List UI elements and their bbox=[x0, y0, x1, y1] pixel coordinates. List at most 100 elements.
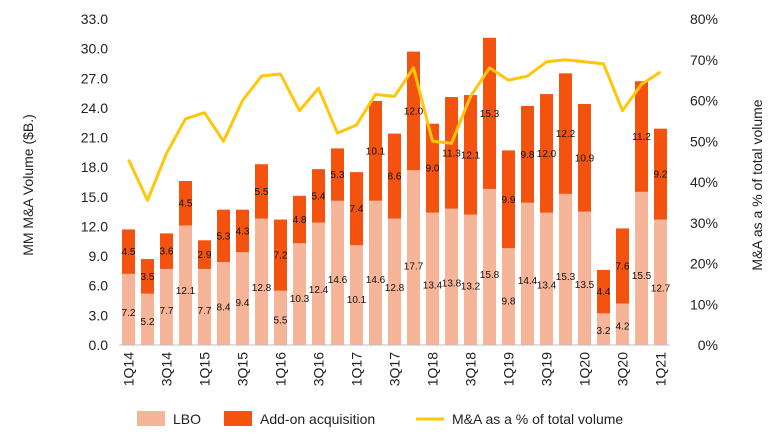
y-tick-label: 15.0 bbox=[81, 189, 108, 205]
data-label-add-on: 12.0 bbox=[537, 149, 557, 160]
bar-add-on bbox=[312, 169, 325, 223]
data-label-add-on: 15.3 bbox=[480, 109, 500, 120]
y2-tick-label: 50% bbox=[690, 133, 718, 149]
data-label-add-on: 9.2 bbox=[654, 170, 668, 181]
x-tick-label: 3Q17 bbox=[387, 352, 403, 386]
bar-lbo bbox=[141, 293, 154, 345]
bar-lbo bbox=[426, 212, 439, 345]
legend-label-ma-line: M&A as a % of total volume bbox=[452, 411, 623, 427]
bar-lbo bbox=[559, 193, 572, 345]
data-label-add-on: 5.5 bbox=[255, 187, 269, 198]
x-tick-label: 3Q19 bbox=[539, 352, 555, 386]
legend-swatch-add-on bbox=[224, 411, 252, 426]
legend: LBO Add-on acquisition M&A as a % of tot… bbox=[137, 411, 623, 427]
bar-add-on bbox=[388, 133, 401, 219]
bar-add-on bbox=[331, 148, 344, 201]
data-labels: 7.2 4.5 5.2 3.5 7.7 3.6 12.1 4.5 7.7 2.9 8.4 5.3 9.4… bbox=[122, 106, 671, 336]
data-label-add-on: 3.6 bbox=[160, 247, 174, 258]
bar-add-on bbox=[654, 128, 667, 220]
bar-lbo bbox=[198, 268, 211, 345]
bar-lbo bbox=[597, 313, 610, 345]
data-label-lbo: 13.2 bbox=[461, 281, 481, 292]
y-tick-label: 24.0 bbox=[81, 100, 108, 116]
data-label-lbo: 12.7 bbox=[651, 284, 671, 295]
x-tick-label: 3Q14 bbox=[159, 352, 175, 386]
data-label-lbo: 5.2 bbox=[141, 317, 155, 328]
y2-tick-label: 30% bbox=[690, 215, 718, 231]
x-tick-label: 1Q20 bbox=[577, 352, 593, 386]
data-label-add-on: 10.9 bbox=[575, 153, 595, 164]
data-label-lbo: 12.4 bbox=[309, 285, 329, 296]
bar-lbo bbox=[122, 273, 135, 345]
data-label-lbo: 9.4 bbox=[236, 298, 250, 309]
x-tick-label: 1Q18 bbox=[425, 352, 441, 386]
y2-tick-label: 10% bbox=[690, 296, 718, 312]
y2-tick-label: 20% bbox=[690, 256, 718, 272]
bar-add-on bbox=[122, 229, 135, 274]
x-tick-label: 3Q16 bbox=[311, 352, 327, 386]
bar-add-on bbox=[483, 37, 496, 189]
y-tick-label: 21.0 bbox=[81, 130, 108, 146]
data-label-lbo: 9.8 bbox=[502, 296, 516, 307]
data-label-lbo: 8.4 bbox=[217, 303, 231, 314]
data-label-lbo: 13.4 bbox=[423, 280, 443, 291]
y2-tick-label: 80% bbox=[690, 11, 718, 27]
bar-add-on bbox=[217, 209, 230, 263]
data-label-lbo: 12.1 bbox=[176, 286, 196, 297]
y-tick-label: 6.0 bbox=[89, 278, 109, 294]
x-tick-label: 1Q17 bbox=[349, 352, 365, 386]
data-label-lbo: 5.5 bbox=[274, 316, 288, 327]
bar-lbo bbox=[179, 225, 192, 345]
bar-add-on bbox=[179, 181, 192, 226]
bar-lbo bbox=[369, 200, 382, 345]
data-label-add-on: 5.3 bbox=[331, 170, 345, 181]
data-label-add-on: 7.2 bbox=[274, 251, 288, 262]
data-label-lbo: 15.5 bbox=[632, 271, 652, 282]
data-label-add-on: 12.1 bbox=[461, 150, 481, 161]
y-tick-label: 30.0 bbox=[81, 41, 108, 57]
bar-add-on bbox=[635, 81, 648, 192]
bar-lbo bbox=[445, 208, 458, 345]
x-tick-label: 3Q20 bbox=[615, 352, 631, 386]
x-tick-label: 1Q21 bbox=[653, 352, 669, 386]
data-label-add-on: 9.8 bbox=[521, 150, 535, 161]
data-label-lbo: 13.4 bbox=[537, 280, 557, 291]
bar-add-on bbox=[236, 209, 249, 253]
bar-lbo bbox=[502, 248, 515, 345]
bar-add-on bbox=[559, 73, 572, 194]
y-tick-label: 3.0 bbox=[89, 307, 109, 323]
data-label-add-on: 3.5 bbox=[141, 272, 155, 283]
bar-add-on bbox=[198, 240, 211, 269]
legend-label-lbo: LBO bbox=[173, 411, 201, 427]
bar-lbo bbox=[236, 252, 249, 345]
bar-lbo bbox=[578, 211, 591, 345]
data-label-lbo: 14.6 bbox=[366, 275, 386, 286]
bar-lbo bbox=[274, 290, 287, 345]
bar-lbo bbox=[312, 222, 325, 345]
right-axis-title: M&A as a % of total volume bbox=[749, 99, 765, 270]
x-tick-label: 3Q18 bbox=[463, 352, 479, 386]
bar-lbo bbox=[635, 191, 648, 345]
y2-tick-label: 70% bbox=[690, 52, 718, 68]
bar-add-on bbox=[293, 195, 306, 244]
data-label-lbo: 12.8 bbox=[385, 283, 405, 294]
data-label-add-on: 8.6 bbox=[388, 172, 402, 183]
bar-lbo bbox=[388, 218, 401, 345]
data-label-add-on: 4.8 bbox=[293, 215, 307, 226]
data-label-add-on: 4.3 bbox=[236, 226, 250, 237]
y-tick-label: 9.0 bbox=[89, 248, 109, 264]
data-label-lbo: 3.2 bbox=[597, 326, 611, 337]
data-label-lbo: 14.4 bbox=[518, 276, 538, 287]
data-label-lbo: 7.7 bbox=[160, 306, 174, 317]
legend-label-add-on: Add-on acquisition bbox=[260, 411, 375, 427]
bar-add-on bbox=[141, 259, 154, 294]
y-tick-label: 27.0 bbox=[81, 70, 108, 86]
bar-lbo bbox=[483, 188, 496, 345]
bar-add-on bbox=[616, 228, 629, 304]
data-label-lbo: 13.8 bbox=[442, 279, 462, 290]
bar-lbo bbox=[331, 200, 344, 345]
bar-lbo bbox=[654, 219, 667, 345]
data-label-add-on: 4.5 bbox=[179, 199, 193, 210]
bar-add-on bbox=[521, 105, 534, 203]
data-label-add-on: 9.9 bbox=[502, 195, 516, 206]
